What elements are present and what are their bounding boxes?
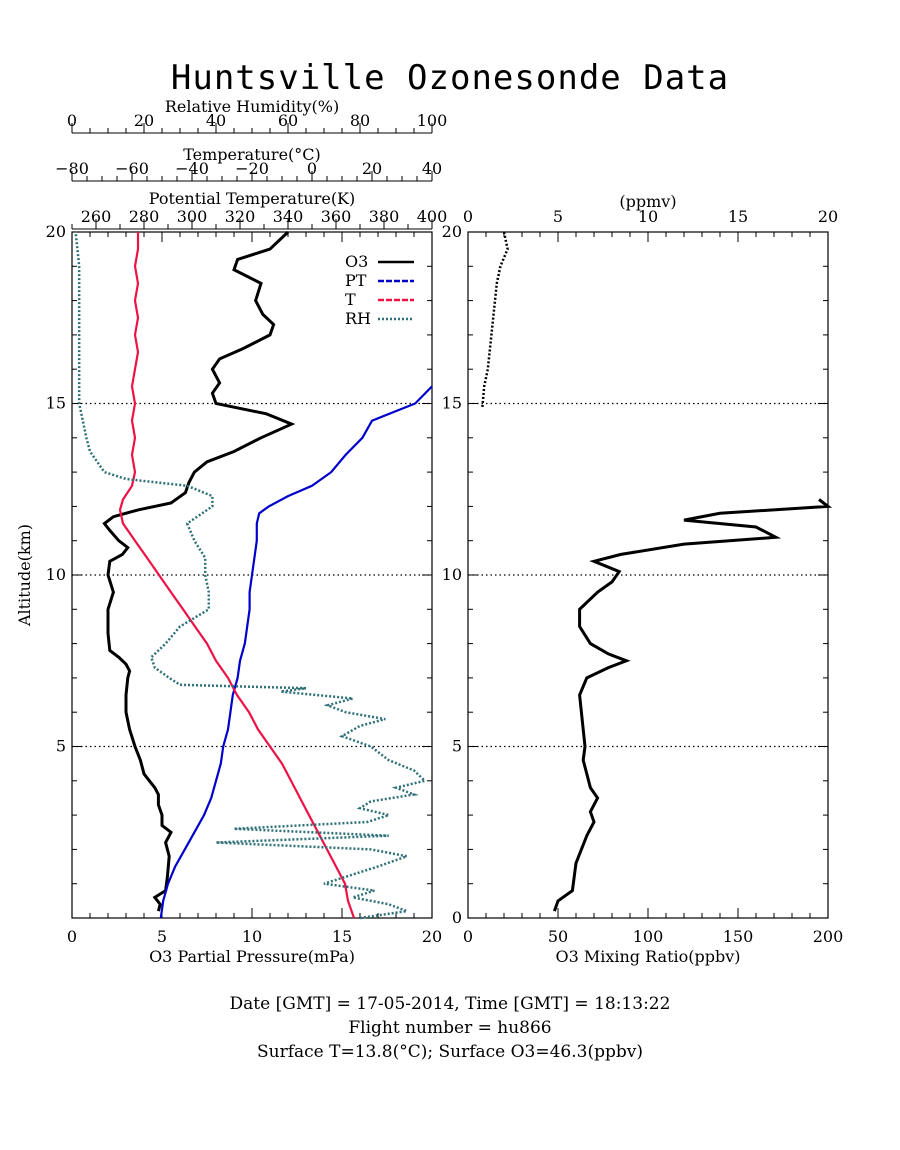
right-y-tick-label: 0 [452, 908, 462, 927]
x-tick-label: 260 [81, 207, 112, 226]
x-tick-label: 10 [638, 207, 658, 226]
x-axis-label: O3 Mixing Ratio(ppbv) [555, 947, 740, 966]
x-tick-label: −40 [175, 159, 209, 178]
x-tick-label: 0 [67, 111, 77, 130]
right-y-tick-label: 15 [442, 394, 462, 413]
x-tick-label: 15 [332, 927, 352, 946]
x-tick-label: 40 [422, 159, 442, 178]
x-tick-label: 380 [369, 207, 400, 226]
left-series-pt [159, 385, 433, 919]
x-tick-label: −60 [115, 159, 149, 178]
footer-flight-number: Flight number = hu866 [348, 1018, 552, 1038]
right-grid [468, 402, 828, 748]
x-tick-label: 20 [818, 207, 838, 226]
x-axis-label: (ppmv) [619, 192, 676, 211]
x-tick-label: 300 [177, 207, 208, 226]
legend-label: PT [345, 271, 367, 290]
x-tick-label: 20 [422, 927, 442, 946]
x-tick-label: 5 [553, 207, 563, 226]
x-axis-label: Relative Humidity(%) [165, 97, 339, 116]
legend-label: O3 [345, 252, 368, 271]
x-axis-label: O3 Partial Pressure(mPa) [149, 947, 355, 966]
x-tick-label: 0 [463, 927, 473, 946]
x-tick-label: 100 [633, 927, 664, 946]
x-tick-label: 100 [417, 111, 448, 130]
right-y-tick-label: 20 [442, 222, 462, 241]
x-tick-label: 0 [67, 927, 77, 946]
x-tick-label: 0 [463, 207, 473, 226]
x-tick-label: 10 [242, 927, 262, 946]
left-y-tick-label: 5 [56, 737, 66, 756]
left-series-o3 [102, 230, 296, 912]
x-tick-label: 0 [307, 159, 317, 178]
x-tick-label: 400 [417, 207, 448, 226]
right-series-o3-mixing-ratio-tropospheric-ppbv- [552, 498, 833, 912]
footer-date-time: Date [GMT] = 17-05-2014, Time [GMT] = 18… [229, 994, 671, 1014]
x-tick-label: −80 [55, 159, 89, 178]
x-tick-label: 50 [548, 927, 568, 946]
x-tick-label: 320 [225, 207, 256, 226]
x-tick-label: 340 [273, 207, 304, 226]
right-series-o3-mixing-ratio-stratospheric-ppmv- [481, 231, 509, 408]
x-tick-label: 20 [362, 159, 382, 178]
page-title: Huntsville Ozonesonde Data [170, 58, 730, 98]
x-tick-label: −20 [235, 159, 269, 178]
legend-label: RH [345, 309, 371, 328]
left-y-tick-label: 10 [46, 565, 66, 584]
x-tick-label: 200 [813, 927, 844, 946]
x-tick-label: 5 [157, 927, 167, 946]
left-y-axis-label: Altitude(km) [15, 524, 34, 627]
x-tick-label: 40 [206, 111, 226, 130]
x-axis-label: Temperature(°C) [183, 145, 321, 164]
left-y-tick-label: 20 [46, 222, 66, 241]
right-y-tick-label: 5 [452, 737, 462, 756]
left-panel-axes: 5 10 15 20 Altitude(km) 0 5 10 15 20 O3 Partial Pr… [15, 97, 447, 966]
x-tick-label: 60 [278, 111, 298, 130]
x-tick-label: 20 [134, 111, 154, 130]
x-tick-label: 280 [129, 207, 160, 226]
x-axis-label: Potential Temperature(K) [149, 189, 356, 208]
legend-label: T [345, 290, 356, 309]
x-tick-label: 360 [321, 207, 352, 226]
left-series-rh [74, 231, 428, 920]
left-panel-series [74, 230, 433, 920]
left-series-t [118, 232, 356, 919]
right-panel-series [481, 231, 833, 912]
x-tick-label: 15 [728, 207, 748, 226]
footer-surface-values: Surface T=13.8(°C); Surface O3=46.3(ppbv… [257, 1042, 643, 1062]
right-y-tick-label: 10 [442, 565, 462, 584]
x-tick-label: 150 [723, 927, 754, 946]
left-y-tick-label: 15 [46, 394, 66, 413]
x-tick-label: 80 [350, 111, 370, 130]
